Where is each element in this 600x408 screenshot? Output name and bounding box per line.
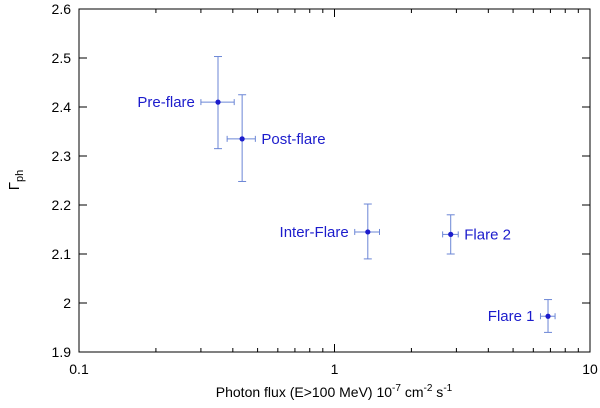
point-marker — [239, 136, 245, 142]
data-point: Inter-Flare — [280, 203, 380, 260]
y-tick-label: 2.1 — [52, 246, 72, 262]
point-marker — [545, 313, 551, 319]
data-points: Pre-flare Post-flare Inter-Flare Flare 2 Fla… — [137, 56, 556, 333]
data-point: Flare 1 — [488, 299, 556, 333]
y-tick-label: 2 — [63, 295, 71, 311]
y-tick-label: 1.9 — [52, 344, 72, 360]
y-tick-label: 2.6 — [52, 1, 72, 17]
data-point: Post-flare — [226, 94, 326, 182]
x-axis-label-exp2: -2 — [424, 383, 433, 394]
x-axis-ticks: 0.1 1 10 — [69, 9, 598, 377]
y-tick-label: 2.4 — [52, 99, 72, 115]
y-tick-label: 2.3 — [52, 148, 72, 164]
y-axis-label-sub: ph — [14, 170, 26, 182]
x-axis-label-main: Photon flux (E>100 MeV) 10 — [216, 384, 392, 400]
point-label: Flare 1 — [488, 308, 535, 325]
x-axis-label: Photon flux (E>100 MeV) 10-7 cm-2 s-1 — [216, 383, 453, 400]
y-axis-label-main: Γ — [6, 182, 23, 190]
y-tick-label: 2.5 — [52, 50, 72, 66]
y-axis-label: Γph — [6, 170, 26, 191]
point-label: Flare 2 — [464, 226, 511, 243]
x-axis-label-exp1: -7 — [392, 383, 401, 394]
point-marker — [365, 229, 371, 235]
x-axis-label-end: s — [432, 384, 443, 400]
y-axis-ticks: 1.9 2 2.1 2.2 2.3 2.4 2.5 2.6 — [52, 1, 590, 360]
data-point: Pre-flare — [137, 56, 235, 150]
point-label: Inter-Flare — [280, 224, 349, 241]
x-axis-label-exp3: -1 — [443, 383, 452, 394]
point-label: Pre-flare — [137, 94, 195, 111]
x-tick-label: 10 — [582, 361, 598, 377]
point-marker — [215, 99, 221, 105]
data-point: Flare 2 — [442, 214, 511, 255]
y-tick-label: 2.2 — [52, 197, 72, 213]
x-tick-label: 0.1 — [69, 361, 89, 377]
x-axis-label-mid: cm — [401, 384, 424, 400]
point-label: Post-flare — [261, 131, 325, 148]
point-marker — [448, 231, 454, 237]
x-tick-label: 1 — [331, 361, 339, 377]
plot-frame — [78, 8, 591, 353]
